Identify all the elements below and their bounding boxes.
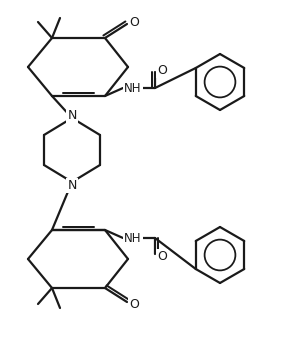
Text: NH: NH: [124, 81, 142, 95]
Text: O: O: [129, 15, 139, 28]
Text: O: O: [157, 249, 167, 262]
Text: O: O: [129, 297, 139, 310]
Text: O: O: [157, 63, 167, 77]
Text: NH: NH: [124, 231, 142, 244]
Text: N: N: [67, 108, 77, 122]
Text: N: N: [67, 179, 77, 192]
